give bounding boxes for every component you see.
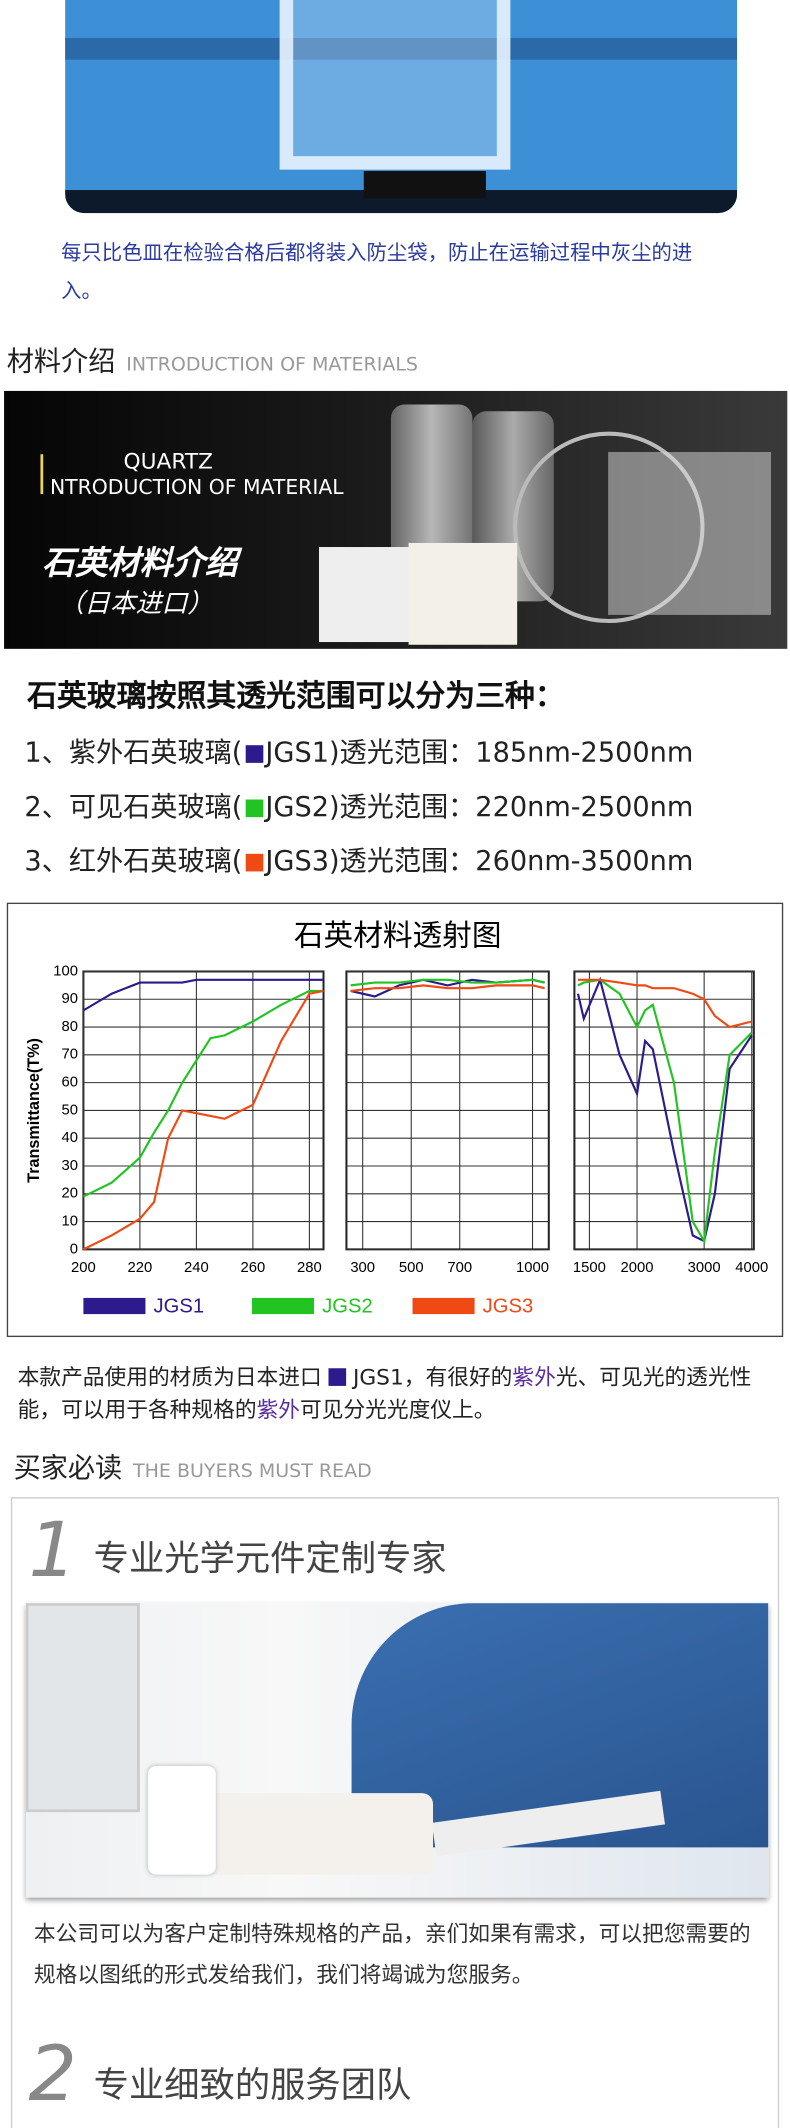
x-tick-label: 700	[447, 1260, 472, 1276]
subheading: THE BUYERS MUST READ	[133, 1460, 372, 1483]
y-axis-label: Transmittance(T%)	[25, 1038, 43, 1183]
subheading: INTRODUCTION OF MATERIALS	[126, 354, 418, 376]
x-tick-label: 200	[71, 1260, 96, 1276]
x-tick-label: 4000	[735, 1260, 768, 1276]
series-line	[577, 978, 753, 1029]
text: 光、可见光的透光性能，可以用于各种规格的	[17, 1364, 752, 1423]
point-text: 本公司可以为客户定制特殊规格的产品，亲们如果有需求，可以把您需要的规格以图纸的形…	[33, 1920, 751, 1988]
x-tick-label: 260	[241, 1260, 266, 1276]
section-heading: 材料介绍 INTRODUCTION OF MATERIALS	[7, 339, 418, 378]
text: JGS2)透光范围：220nm-2500nm	[265, 790, 694, 823]
section-heading: 买家必读 THE BUYERS MUST READ	[14, 1446, 372, 1485]
x-tick-label: 500	[399, 1260, 424, 1276]
x-tick-label: 240	[184, 1260, 209, 1276]
series-line	[350, 984, 545, 992]
legend-label: JGS3	[483, 1296, 534, 1318]
y-tick-label: 90	[62, 991, 79, 1007]
heading: 材料介绍	[6, 344, 116, 378]
point-number: 2	[28, 2030, 77, 2119]
text: 2、可见石英玻璃(	[24, 790, 243, 823]
text: 3、红外石英玻璃(	[24, 844, 243, 877]
y-tick-label: 50	[62, 1102, 79, 1118]
y-tick-label: 0	[70, 1241, 78, 1257]
x-tick-label: 300	[350, 1260, 375, 1276]
chart: 石英材料透射图 Transmittance(T%) 0 10 20 30 40 50 60 7…	[6, 902, 784, 1338]
types-heading: 石英玻璃按照其透光范围可以分为三种：	[27, 680, 565, 714]
text: JGS1，有很好的	[352, 1364, 513, 1390]
y-tick-label: 70	[62, 1047, 79, 1063]
legend-swatch	[412, 1297, 475, 1315]
series-line	[82, 989, 324, 1198]
initial: I	[33, 445, 50, 508]
y-tick-label: 20	[62, 1186, 79, 1202]
paragraph: 本款产品使用的材质为日本进口 JGS1，有很好的紫外光、可见光的透光性能，可以用于…	[18, 1361, 778, 1426]
type-item: 1、紫外石英玻璃( JGS1)透光范围：185nm-2500nm	[24, 730, 693, 769]
x-tick-label: 2000	[621, 1260, 654, 1276]
text: JGS3)透光范围：260nm-3500nm	[265, 844, 694, 877]
series-line	[350, 978, 545, 987]
x-tick-label: 280	[297, 1260, 322, 1276]
legend-label: JGS2	[322, 1296, 373, 1318]
cuvette-photo	[65, 0, 738, 214]
type-item: 2、可见石英玻璃( JGS2)透光范围：220nm-2500nm	[24, 785, 693, 824]
chart-title: 石英材料透射图	[294, 920, 502, 953]
y-tick-label: 100	[53, 963, 78, 979]
banner-origin: （日本进口）	[58, 589, 214, 619]
legend-label: JGS1	[154, 1296, 205, 1318]
text: 本款产品使用的材质为日本进口	[17, 1364, 322, 1390]
banner-title: 石英材料介绍	[42, 542, 238, 583]
x-tick-label: 220	[128, 1260, 153, 1276]
point-number: 1	[28, 1506, 77, 1595]
y-tick-label: 30	[62, 1158, 79, 1174]
office-photo	[25, 1603, 769, 1898]
text: 可见分光光度仪上。	[300, 1396, 496, 1423]
intro: NTRODUCTION OF MATERIAL	[49, 475, 344, 500]
y-tick-label: 40	[62, 1130, 79, 1146]
legend-swatch	[83, 1297, 146, 1315]
point-title: 专业细致的服务团队	[93, 2065, 412, 2107]
legend-swatch	[252, 1297, 315, 1315]
banner-intro: INTRODUCTION OF MATERIAL	[34, 445, 344, 507]
type-item: 3、红外石英玻璃( JGS3)透光范围：260nm-3500nm	[24, 839, 693, 878]
x-tick-label: 1500	[573, 1260, 606, 1276]
heading: 买家必读	[13, 1451, 123, 1484]
caption: 每只比色皿在检验合格后都将装入防尘袋，防止在运输过程中灰尘的进入。	[61, 240, 693, 303]
series-line	[82, 978, 324, 1012]
buyers-box: 1 专业光学元件定制专家 本公司可以为客户定制特殊规格的产品，亲们如果有需求，可…	[10, 1497, 780, 2128]
y-tick-label: 60	[62, 1075, 79, 1091]
x-tick-label: 3000	[688, 1260, 721, 1276]
y-tick-label: 80	[62, 1019, 79, 1035]
point-title: 专业光学元件定制专家	[93, 1539, 447, 1581]
y-tick-label: 10	[62, 1213, 79, 1229]
banner: QUARTZ INTRODUCTION OF MATERIAL 石英材料介绍 （…	[4, 390, 788, 649]
x-tick-label: 1000	[516, 1260, 549, 1276]
text: 1、紫外石英玻璃(	[24, 735, 243, 769]
highlight: 紫外	[512, 1364, 556, 1390]
series-line	[82, 989, 324, 1251]
text: JGS1)透光范围：185nm-2500nm	[265, 735, 694, 769]
banner-quartz: QUARTZ	[123, 447, 214, 474]
highlight: 紫外	[256, 1396, 301, 1423]
